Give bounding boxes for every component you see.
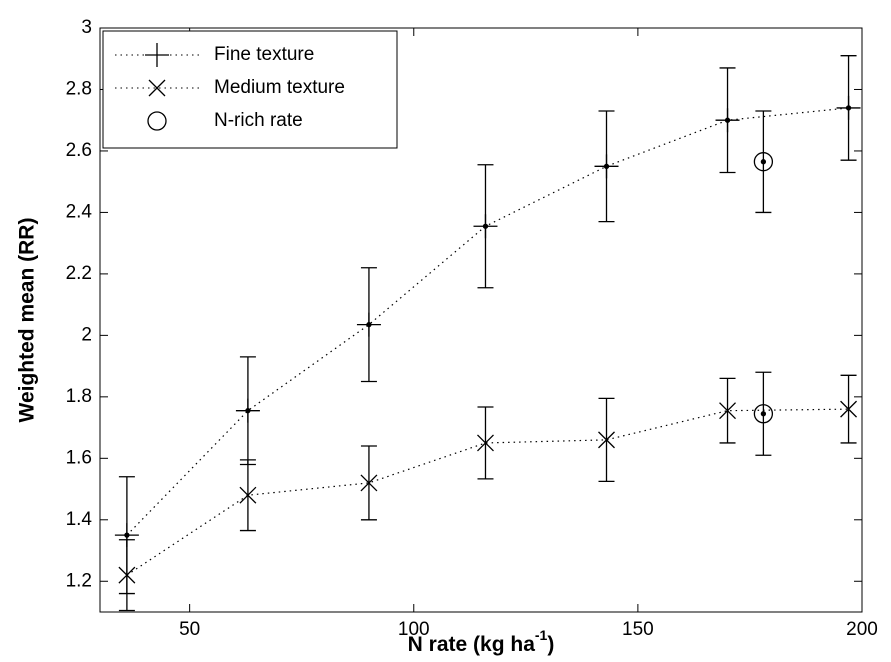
marker-shape [753,404,774,424]
y-tick-label: 3 [81,17,92,38]
marker-shape [753,152,774,172]
legend-label: N-rich rate [214,110,303,131]
marker-dot [761,411,766,416]
marker-shape [239,486,257,504]
marker [356,312,381,337]
marker [719,402,736,420]
x-tick-label: 100 [398,619,430,640]
y-tick-label: 2 [81,324,92,345]
marker-dot [603,163,610,169]
x-tick-label: 150 [622,619,654,640]
marker-shape [840,400,858,418]
y-tick-label: 2.2 [66,263,92,284]
x-axis-label-part: N rate (kg ha [408,633,536,656]
marker-shape [118,566,136,584]
y-tick-label: 2.6 [66,140,92,161]
marker [147,111,167,131]
marker [235,398,260,423]
marker [840,400,858,418]
x-axis-label-part: ) [547,633,554,656]
marker [239,486,257,504]
marker [148,79,166,97]
marker-dot [845,105,852,111]
marker-dot [124,532,130,538]
marker [473,214,498,239]
x-axis-label: N rate (kg ha-1) [408,627,555,656]
x-axis-label-sup: -1 [535,627,548,643]
marker [836,95,861,120]
marker [715,108,740,133]
legend-label: Medium texture [214,77,345,98]
marker-dot [761,159,766,164]
legend-label: Fine texture [214,44,314,65]
marker-shape [477,434,494,452]
marker-shape [719,402,736,420]
marker [594,154,619,179]
marker-dot [366,321,372,328]
y-tick-label: 1.8 [66,386,92,407]
marker [145,43,169,67]
y-tick-label: 1.2 [66,570,92,591]
marker-shape [598,431,615,449]
marker [477,434,494,452]
y-axis-label: Weighted mean (RR) [16,218,39,423]
marker [118,566,136,584]
marker-shape [360,474,378,492]
marker-dot [482,223,489,229]
marker-dot [245,408,251,414]
marker-shape [147,111,167,131]
y-tick-label: 1.4 [66,509,93,530]
marker [360,474,378,492]
marker [598,431,615,449]
marker-shape [148,79,166,97]
marker-shape [145,43,169,67]
x-tick-label: 50 [179,619,200,640]
y-tick-label: 2.8 [66,78,92,99]
y-tick-label: 2.4 [66,201,93,222]
x-tick-label: 200 [846,619,878,640]
y-tick-label: 1.6 [66,447,92,468]
marker-dot [724,117,731,123]
